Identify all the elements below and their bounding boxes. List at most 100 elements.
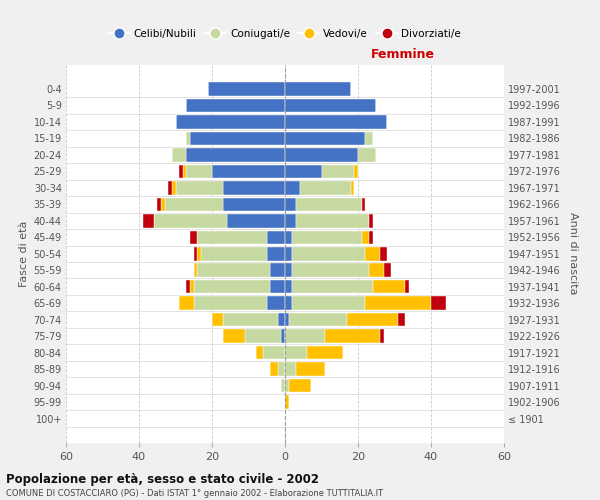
Bar: [285, 247, 292, 260]
Bar: [168, 181, 172, 194]
Bar: [179, 296, 194, 310]
Bar: [183, 164, 187, 178]
Bar: [179, 164, 183, 178]
Bar: [190, 280, 194, 293]
Bar: [285, 230, 292, 244]
Bar: [227, 214, 285, 228]
Bar: [187, 164, 212, 178]
Bar: [245, 330, 281, 343]
Bar: [187, 148, 285, 162]
Bar: [201, 247, 267, 260]
Bar: [223, 181, 285, 194]
Bar: [289, 379, 311, 392]
Bar: [267, 296, 285, 310]
Bar: [285, 181, 299, 194]
Bar: [292, 230, 362, 244]
Bar: [380, 330, 383, 343]
Bar: [161, 198, 164, 211]
Bar: [157, 198, 161, 211]
Bar: [380, 247, 387, 260]
Bar: [172, 148, 187, 162]
Bar: [190, 132, 285, 145]
Bar: [285, 115, 387, 128]
Bar: [369, 264, 383, 277]
Bar: [271, 280, 285, 293]
Bar: [398, 313, 406, 326]
Bar: [285, 330, 325, 343]
Bar: [176, 181, 223, 194]
Bar: [176, 115, 285, 128]
Bar: [285, 280, 292, 293]
Bar: [197, 264, 271, 277]
Y-axis label: Fasce di età: Fasce di età: [19, 220, 29, 287]
Bar: [365, 296, 431, 310]
Bar: [263, 346, 285, 360]
Bar: [285, 379, 289, 392]
Bar: [194, 280, 271, 293]
Bar: [267, 247, 285, 260]
Bar: [285, 296, 292, 310]
Bar: [350, 181, 355, 194]
Bar: [285, 362, 296, 376]
Bar: [299, 181, 351, 194]
Bar: [281, 379, 285, 392]
Bar: [365, 247, 380, 260]
Bar: [208, 82, 285, 96]
Y-axis label: Anni di nascita: Anni di nascita: [568, 212, 578, 295]
Bar: [164, 198, 223, 211]
Bar: [223, 330, 245, 343]
Bar: [194, 247, 197, 260]
Bar: [292, 247, 365, 260]
Bar: [347, 313, 398, 326]
Bar: [285, 82, 350, 96]
Bar: [365, 132, 373, 145]
Bar: [296, 198, 362, 211]
Bar: [292, 264, 369, 277]
Bar: [143, 214, 154, 228]
Bar: [223, 313, 278, 326]
Bar: [285, 313, 289, 326]
Bar: [285, 214, 296, 228]
Bar: [296, 362, 325, 376]
Bar: [278, 362, 285, 376]
Bar: [285, 148, 358, 162]
Bar: [197, 230, 267, 244]
Bar: [194, 264, 197, 277]
Bar: [285, 396, 289, 409]
Bar: [383, 264, 391, 277]
Bar: [362, 198, 365, 211]
Bar: [406, 280, 409, 293]
Bar: [373, 280, 406, 293]
Legend: Celibi/Nubili, Coniugati/e, Vedovi/e, Divorziati/e: Celibi/Nubili, Coniugati/e, Vedovi/e, Di…: [104, 25, 466, 43]
Bar: [256, 346, 263, 360]
Bar: [369, 230, 373, 244]
Text: Femmine: Femmine: [371, 48, 435, 61]
Bar: [267, 230, 285, 244]
Bar: [285, 198, 296, 211]
Bar: [154, 214, 227, 228]
Bar: [190, 230, 197, 244]
Bar: [369, 214, 373, 228]
Bar: [285, 164, 322, 178]
Bar: [271, 264, 285, 277]
Bar: [362, 230, 369, 244]
Bar: [187, 98, 285, 112]
Bar: [187, 132, 190, 145]
Bar: [223, 198, 285, 211]
Bar: [212, 164, 285, 178]
Bar: [285, 132, 365, 145]
Bar: [194, 296, 267, 310]
Bar: [322, 164, 355, 178]
Bar: [187, 280, 190, 293]
Bar: [197, 247, 201, 260]
Bar: [281, 330, 285, 343]
Bar: [285, 346, 307, 360]
Text: Popolazione per età, sesso e stato civile - 2002: Popolazione per età, sesso e stato civil…: [6, 472, 319, 486]
Bar: [289, 313, 347, 326]
Bar: [358, 148, 376, 162]
Bar: [292, 280, 373, 293]
Bar: [431, 296, 446, 310]
Bar: [325, 330, 380, 343]
Bar: [296, 214, 369, 228]
Bar: [307, 346, 343, 360]
